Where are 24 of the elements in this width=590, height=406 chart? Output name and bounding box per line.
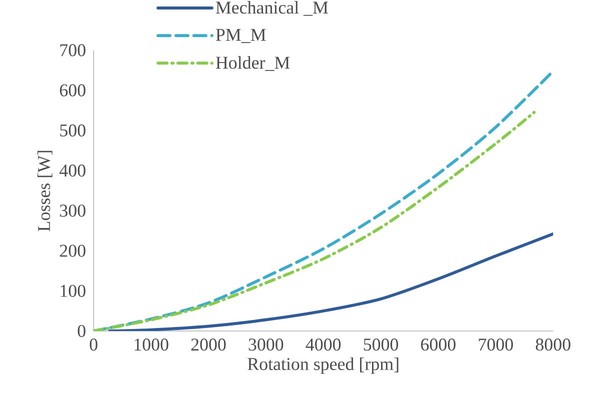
x-tick-label: 7000 — [478, 338, 513, 351]
x-tick-label: 4000 — [306, 338, 341, 351]
y-tick-label: 0 — [78, 324, 86, 337]
x-tick-label: 0 — [90, 338, 98, 351]
x-tick-label: 2000 — [191, 338, 226, 351]
y-tick-label: 300 — [60, 204, 86, 217]
legend-label: Mechanical _M — [216, 0, 328, 16]
legend-label: PM_M — [216, 28, 266, 43]
y-tick-label: 500 — [60, 124, 86, 136]
y-axis-title: Losses [W] — [37, 150, 52, 232]
x-tick-label: 6000 — [421, 338, 456, 351]
x-tick-label: 3000 — [248, 338, 284, 351]
x-tick-label: 8000 — [536, 338, 570, 351]
line-series — [108, 232, 554, 331]
y-tick-label: 600 — [60, 84, 86, 96]
y-tick-label: 400 — [60, 164, 86, 177]
y-tick-label: 100 — [60, 284, 86, 297]
y-tick-label: 200 — [60, 244, 86, 257]
legend-label: Holder_M — [216, 56, 290, 71]
y-tick-label: 700 — [60, 44, 86, 56]
line-series — [94, 110, 536, 331]
x-tick-label: 1000 — [134, 338, 168, 351]
x-axis-title: Rotation speed [rpm] — [248, 357, 398, 374]
x-tick-label: 5000 — [364, 338, 398, 351]
